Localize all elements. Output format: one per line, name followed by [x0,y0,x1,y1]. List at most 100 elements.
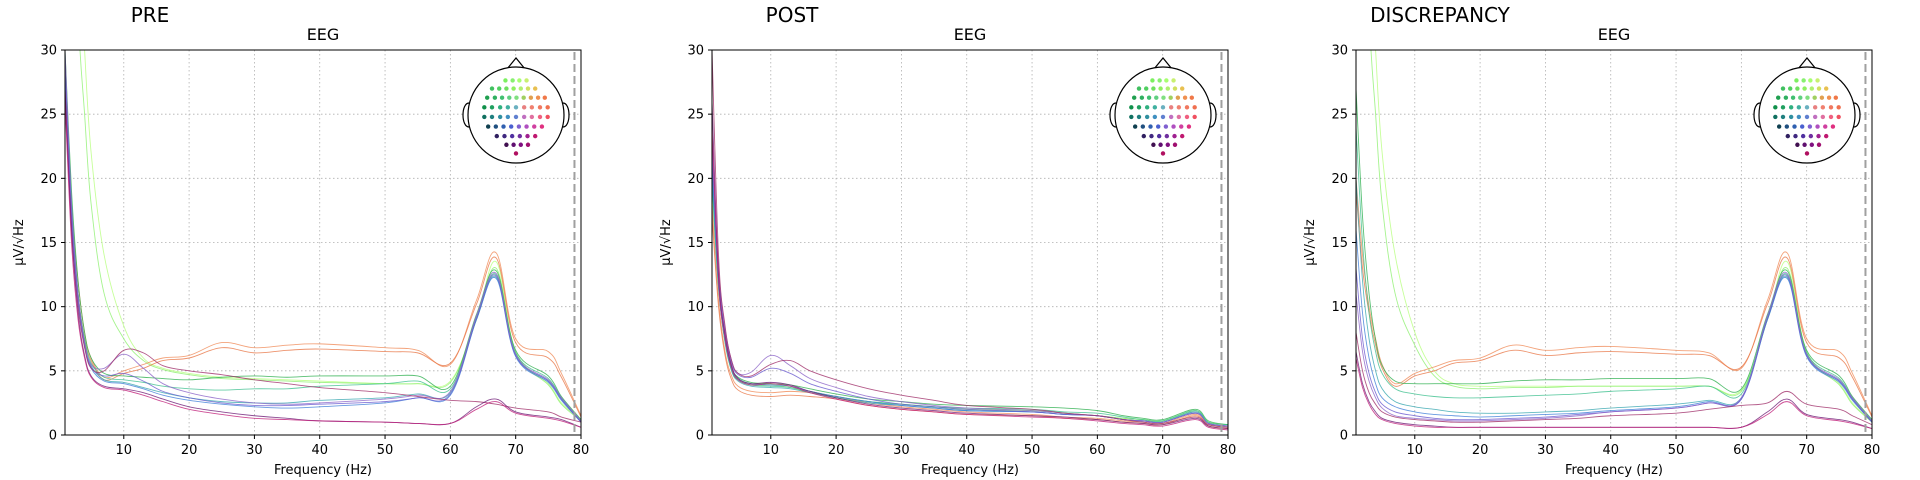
sensor-dot [1776,95,1781,100]
y-tick-label: 20 [687,172,704,187]
sensor-dot [1793,133,1798,139]
axes-title: EEG [1598,25,1631,44]
sensor-dot [1180,133,1185,139]
right-ear-outline [562,102,570,128]
sensor-dot [1816,133,1821,139]
sensor-dot [518,86,523,91]
sensor-dot [1144,105,1150,110]
sensor-dot [1800,124,1805,129]
sensor-dot [1151,142,1156,147]
sensor-dot [511,86,516,91]
sensor-dot [501,124,506,129]
psd-trace [79,50,581,422]
sensor-dot [1152,105,1158,110]
sensor-dot [1156,124,1161,129]
sensor-dot [1788,114,1794,120]
sensor-dot [482,105,487,110]
psd-trace [712,203,1228,428]
sensor-dot [1160,151,1166,156]
x-tick-label: 20 [1472,443,1489,458]
sensor-dot [489,114,495,120]
sensor-dot [1808,78,1813,83]
left-ear-outline [1109,102,1117,128]
right-ear-outline [1209,102,1217,128]
sensor-layout-inset [1109,57,1217,164]
x-axis-label: Frequency (Hz) [274,463,372,478]
right-ear-outline [1853,102,1861,128]
sensor-dot [1156,133,1162,139]
y-tick-label: 15 [1331,236,1348,251]
psd-trace [1370,50,1872,423]
left-ear-outline [1753,102,1761,128]
sensor-dot [1828,105,1834,110]
y-tick-label: 5 [696,364,704,379]
sensor-dot [1800,133,1806,139]
psd-trace [712,126,1228,431]
sensor-dot [1802,86,1807,91]
x-tick-label: 80 [1864,443,1881,458]
x-tick-label: 50 [1668,443,1685,458]
panel-title: POST [766,3,819,27]
sensor-dot [1788,86,1793,91]
sensor-dot [1140,124,1146,129]
sensor-dot [493,124,499,129]
sensor-dot [1163,124,1169,129]
sensor-dot [1154,95,1159,100]
sensor-dot [1161,95,1166,100]
sensor-dot [1773,114,1778,120]
sensor-dot [1158,142,1163,147]
x-tick-label: 30 [1537,443,1554,458]
y-tick-label: 25 [40,108,57,123]
psd-trace [65,101,581,428]
sensor-dot [1139,95,1145,100]
x-axis-label: Frequency (Hz) [921,463,1019,478]
left-ear-outline [462,102,470,128]
sensor-dot [497,114,503,120]
sensor-dot [1780,105,1786,110]
sensor-dot [532,124,537,129]
sensor-dot [510,78,515,83]
sensor-dot [542,95,547,100]
axes-title: EEG [954,25,987,44]
sensor-dot [1146,95,1152,100]
sensor-dot [505,105,511,110]
sensor-dot [1168,95,1173,100]
sensor-dot [1158,86,1163,91]
sensor-dot [482,114,487,120]
sensor-dot [1808,133,1814,139]
sensor-dot [1141,133,1147,139]
sensor-dot [537,105,543,110]
sensor-dot [529,105,535,110]
psd-trace [712,178,1228,426]
traces [712,50,1228,431]
sensor-dot [516,124,522,129]
sensor-dot [1192,105,1197,110]
sensor-dot [537,114,543,120]
sensor-dot [1164,78,1169,83]
sensor-dot [1826,95,1832,100]
sensor-dot [511,142,516,147]
x-tick-label: 80 [573,443,590,458]
sensor-dot [1773,105,1778,110]
sensor-dot [1136,114,1142,120]
sensor-dot [1780,86,1786,91]
sensor-dot [513,105,519,110]
sensor-dot [1807,124,1813,129]
sensor-dot [1136,105,1142,110]
y-axis-label: µV/√Hz [12,219,27,266]
sensor-dot [1179,124,1184,129]
psd-trace [712,101,1228,430]
sensor-dot [1816,142,1822,147]
panel-title: PRE [131,3,170,27]
sensor-dot [535,95,541,100]
sensor-dot [1802,142,1807,147]
sensor-dot [1151,86,1156,91]
psd-trace [1356,229,1872,423]
psd-trace [65,88,581,428]
sensor-dot [1824,86,1829,91]
sensor-dot [524,78,529,83]
sensor-dot [521,95,526,100]
sensor-dot [1812,95,1817,100]
sensor-dot [1815,78,1820,83]
psd-trace [1356,351,1872,430]
